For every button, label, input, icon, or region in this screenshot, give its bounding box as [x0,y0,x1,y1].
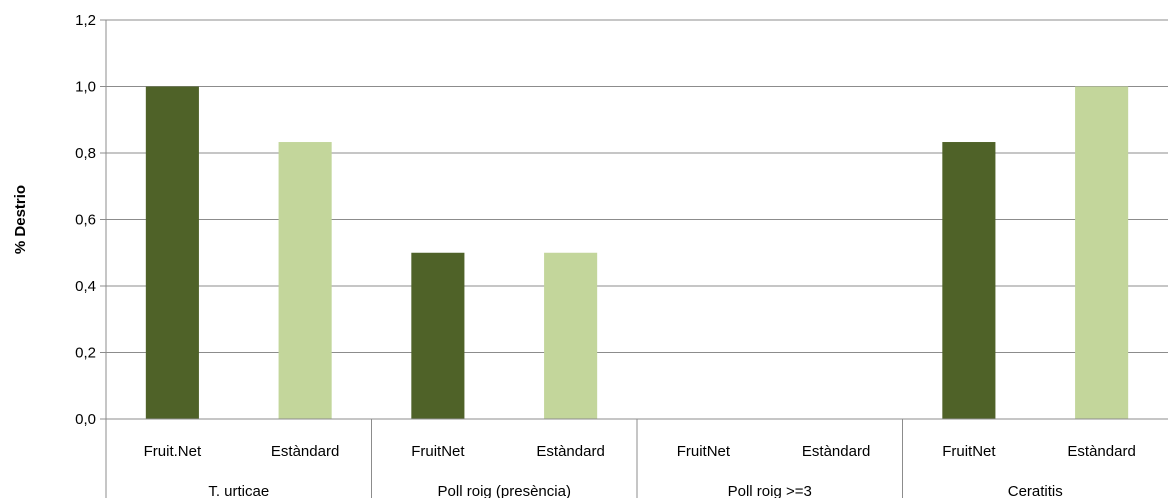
group-label: T. urticae [208,483,269,498]
axes [100,19,1168,498]
gridlines [106,19,1168,353]
x-tick-label: FruitNet [411,443,465,460]
y-tick-label: 1,2 [75,12,96,29]
y-tick-label: 1,0 [75,79,96,96]
y-axis-label: % Destrio [12,185,29,254]
bar [278,142,332,419]
x-tick-label: FruitNet [677,443,731,460]
x-tick-label: FruitNet [942,443,996,460]
bar [411,252,465,419]
group-label: Ceratitis [1008,483,1063,498]
y-tick-label: 0,2 [75,345,96,362]
group-label: Poll roig >=3 [728,483,812,498]
bar [544,252,598,419]
x-tick-label: Fruit.Net [144,443,202,460]
x-tick-labels: Fruit.Net Estàndard T. urticae FruitNet Està… [144,443,1136,498]
y-tick-labels: 0,0 0,2 0,4 0,6 0,8 1,0 1,2 [75,12,96,428]
bar [942,142,996,419]
y-tick-label: 0,8 [75,145,96,162]
x-tick-label: Estàndard [536,443,604,460]
bars [145,86,1129,419]
y-tick-label: 0,6 [75,212,96,229]
y-tick-label: 0,4 [75,278,96,295]
x-tick-label: Estàndard [802,443,870,460]
group-label: Poll roig (presència) [438,483,571,498]
bar [1075,86,1129,419]
bar [145,86,199,419]
x-tick-label: Estàndard [1067,443,1135,460]
x-tick-label: Estàndard [271,443,339,460]
y-tick-label: 0,0 [75,411,96,428]
